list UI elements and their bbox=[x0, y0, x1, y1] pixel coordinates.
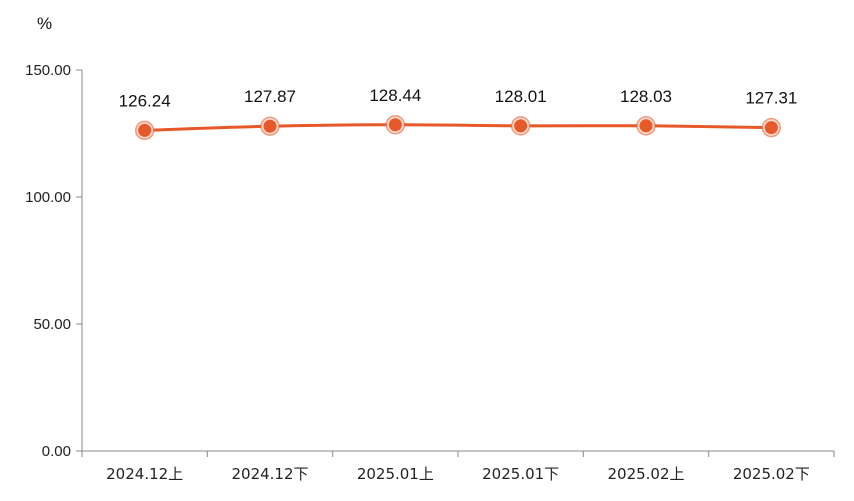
x-category-labels: 2024.12上 2024.12下 2025.01上 2025.01下 2025.02上… bbox=[106, 465, 810, 483]
data-label: 128.03 bbox=[620, 87, 672, 106]
data-point[interactable] bbox=[639, 119, 653, 133]
y-axis-unit-label: % bbox=[37, 14, 52, 33]
data-label: 127.31 bbox=[745, 89, 797, 108]
data-point[interactable] bbox=[138, 123, 152, 137]
x-category-label: 2025.02上 bbox=[607, 465, 684, 483]
x-category-label: 2025.02下 bbox=[733, 465, 810, 483]
series-group bbox=[134, 115, 782, 141]
x-category-label: 2024.12下 bbox=[231, 465, 308, 483]
y-tick-label: 150.00 bbox=[25, 62, 71, 79]
x-category-label: 2024.12上 bbox=[106, 465, 183, 483]
y-tick-label: 0.00 bbox=[42, 443, 71, 460]
data-label: 126.24 bbox=[119, 91, 171, 110]
data-label: 127.87 bbox=[244, 87, 296, 106]
data-point[interactable] bbox=[514, 119, 528, 133]
y-tick-label: 50.00 bbox=[33, 316, 71, 333]
data-point[interactable] bbox=[263, 119, 277, 133]
data-point[interactable] bbox=[764, 121, 778, 135]
axes bbox=[76, 69, 835, 457]
data-label: 128.01 bbox=[495, 87, 547, 106]
data-point[interactable] bbox=[388, 118, 402, 132]
series-line bbox=[143, 123, 773, 132]
x-category-label: 2025.01下 bbox=[482, 465, 559, 483]
y-tick-label: 100.00 bbox=[25, 189, 71, 206]
data-labels: 126.24 127.87 128.44 128.01 128.03 127.31 bbox=[119, 86, 798, 111]
y-tick-labels: 0.00 50.00 100.00 150.00 bbox=[25, 62, 71, 460]
x-category-label: 2025.01上 bbox=[357, 465, 434, 483]
data-label: 128.44 bbox=[369, 86, 421, 105]
